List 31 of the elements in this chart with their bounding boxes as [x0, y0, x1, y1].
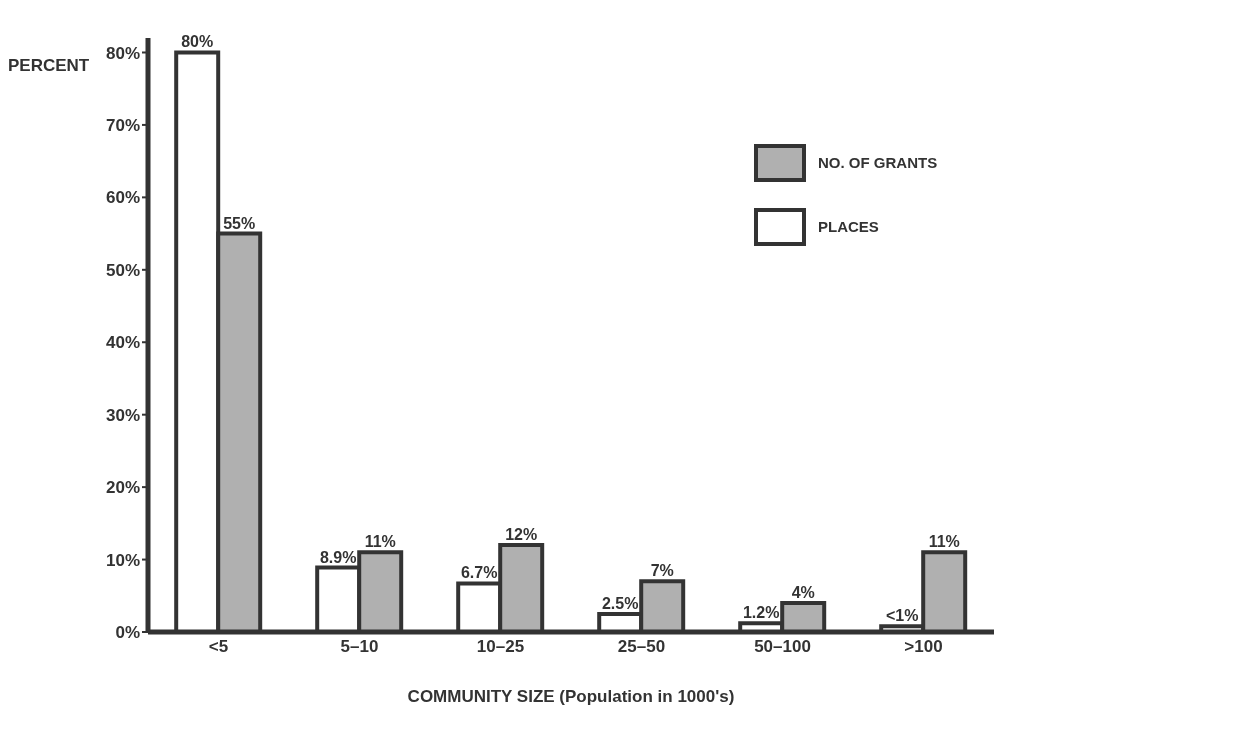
- x-tick-label: 25–50: [617, 637, 666, 657]
- data-label: 55%: [223, 214, 256, 232]
- y-tick-label: 40%: [105, 333, 140, 353]
- x-tick-label: >100: [904, 637, 943, 657]
- data-label: 7%: [650, 562, 674, 580]
- y-axis-title: PERCENT: [8, 56, 90, 76]
- data-label: 1.2%: [742, 604, 780, 622]
- data-label: 6.7%: [460, 564, 498, 582]
- y-tick-label: 0%: [115, 623, 140, 643]
- y-tick-label: 50%: [105, 260, 140, 280]
- data-label: 80%: [181, 33, 214, 51]
- y-tick-label: 20%: [105, 478, 140, 498]
- data-label: 11%: [364, 533, 396, 551]
- data-label: 8.9%: [319, 548, 357, 566]
- data-label: 11%: [928, 533, 960, 551]
- y-tick-label: 60%: [105, 188, 140, 208]
- data-label: 4%: [791, 584, 815, 602]
- x-tick-label: 50–100: [754, 637, 811, 657]
- x-tick-label: <5: [208, 637, 229, 657]
- data-label: 12%: [505, 526, 538, 544]
- x-tick-label: 5–10: [340, 637, 379, 657]
- y-tick-label: 10%: [105, 550, 140, 570]
- data-label: <1%: [885, 607, 919, 625]
- x-axis-title: COMMUNITY SIZE (Population in 1000's): [407, 687, 735, 706]
- x-tick-label: 10–25: [476, 637, 525, 657]
- legend-label: NO. OF GRANTS: [818, 153, 938, 173]
- data-label: 2.5%: [601, 594, 639, 612]
- y-tick-label: 80%: [105, 43, 140, 63]
- y-tick-label: 30%: [105, 405, 140, 425]
- y-tick-label: 70%: [105, 115, 140, 135]
- legend-label: PLACES: [818, 217, 879, 237]
